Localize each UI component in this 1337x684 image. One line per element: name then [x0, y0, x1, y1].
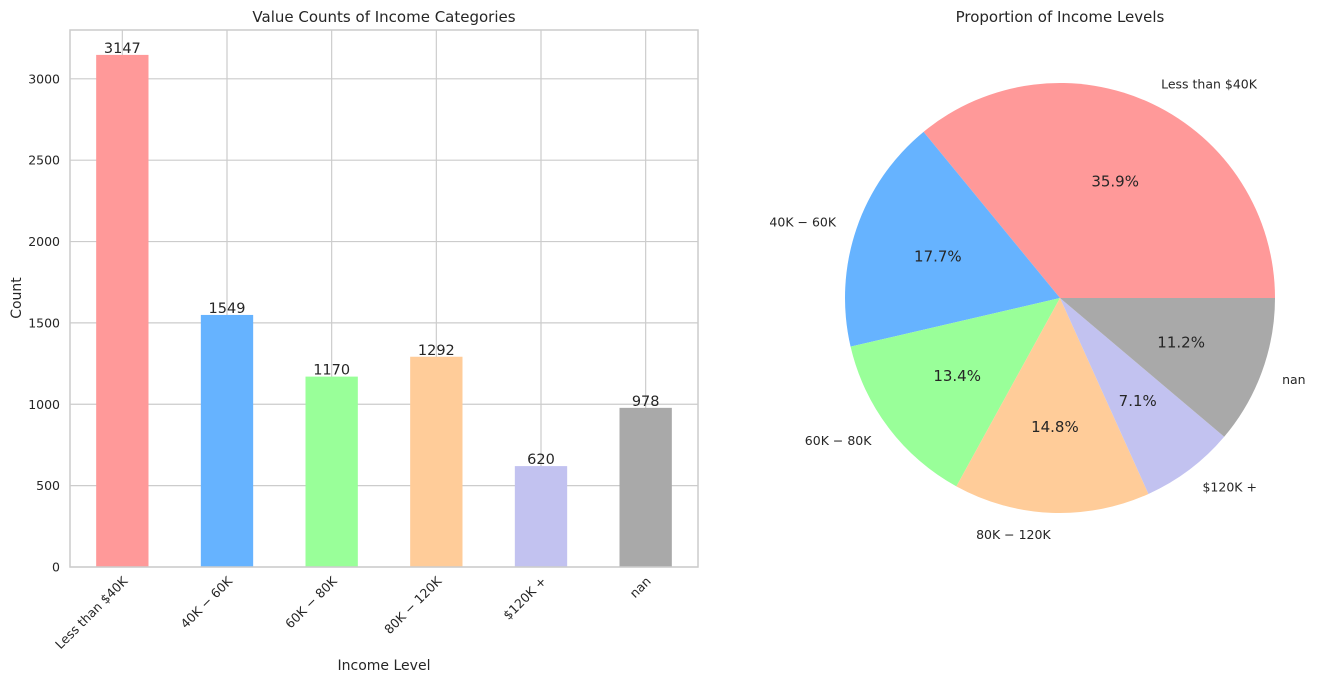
y-tick-label: 1000: [28, 397, 60, 412]
pie-category-label: Less than $40K: [1161, 77, 1258, 92]
bar-plot-frame: [69, 29, 699, 568]
bar-gridlines: [70, 30, 698, 568]
pie-percent-label: 11.2%: [1157, 333, 1205, 351]
x-tick-label: Less than $40K: [52, 573, 131, 652]
y-axis-ticks: 0 500 1000 1500 2000 2500 3000: [28, 71, 60, 574]
pie-percent-label: 7.1%: [1119, 392, 1157, 410]
pie-chart: Proportion of Income Levels 35.9% 17.7% 13…: [769, 8, 1305, 542]
bar-value-label: 3147: [104, 41, 141, 57]
pie-category-label: nan: [1282, 372, 1306, 387]
x-tick-label: 40K − 60K: [177, 573, 235, 631]
bar-chart: Value Counts of Income Categories 0 500 10…: [9, 8, 699, 674]
y-tick-label: 1500: [28, 315, 60, 330]
bar-value-label: 620: [527, 452, 555, 468]
bar-40k-60k: [200, 314, 254, 567]
x-tick-label: nan: [627, 574, 654, 601]
y-tick-label: 2000: [28, 234, 60, 249]
y-tick-label: 500: [36, 478, 60, 493]
pie-category-label: 40K − 60K: [769, 214, 836, 229]
pie-percent-labels: 35.9% 17.7% 13.4% 14.8% 7.1% 11.2%: [914, 172, 1205, 436]
pie-percent-label: 13.4%: [933, 367, 981, 385]
x-axis-ticks: Less than $40K 40K − 60K 60K − 80K 80K − 12…: [52, 573, 654, 652]
pie-slices: [845, 82, 1275, 513]
bar-value-label: 978: [632, 394, 660, 410]
pie-slice-less-than-40k: [923, 82, 1275, 298]
pie-slice-80k-120k: [956, 298, 1149, 513]
pie-category-label: 80K − 120K: [976, 527, 1051, 542]
bar-less-than-40k: [96, 54, 149, 567]
pie-percent-label: 14.8%: [1031, 418, 1079, 436]
pie-category-labels: Less than $40K 40K − 60K 60K − 80K 80K − 12…: [769, 77, 1305, 542]
bar-value-label: 1292: [418, 343, 455, 359]
y-axis-label: Count: [9, 277, 25, 319]
bar-80k-120k: [410, 356, 463, 567]
x-axis-label: Income Level: [338, 658, 431, 674]
bar-series: [96, 54, 672, 567]
pie-slice-120k: [1060, 298, 1225, 494]
bar-60k-80k: [305, 376, 358, 567]
pie-category-label: 60K − 80K: [805, 433, 872, 448]
bar-chart-title: Value Counts of Income Categories: [252, 8, 515, 26]
pie-chart-title: Proportion of Income Levels: [956, 8, 1165, 26]
pie-percent-label: 17.7%: [914, 247, 962, 265]
pie-slice-40k-60k: [845, 131, 1060, 347]
pie-slice-nan: [1060, 298, 1275, 437]
y-tick-label: 3000: [28, 71, 60, 86]
y-tick-label: 0: [52, 560, 60, 575]
pie-slice-60k-80k: [850, 298, 1060, 487]
x-tick-label: $120K +: [500, 574, 549, 623]
bar-120k: [514, 466, 568, 567]
bar-value-label: 1549: [209, 301, 246, 317]
y-tick-label: 2500: [28, 153, 60, 168]
bar-nan: [619, 407, 672, 567]
bar-value-label: 1170: [313, 363, 350, 379]
bar-data-labels: 3147 1549 1170 1292 620 978: [104, 41, 660, 468]
pie-category-label: $120K +: [1202, 479, 1256, 494]
x-tick-label: 60K − 80K: [282, 573, 340, 631]
pie-percent-label: 35.9%: [1091, 172, 1139, 190]
x-tick-label: 80K − 120K: [381, 573, 445, 637]
